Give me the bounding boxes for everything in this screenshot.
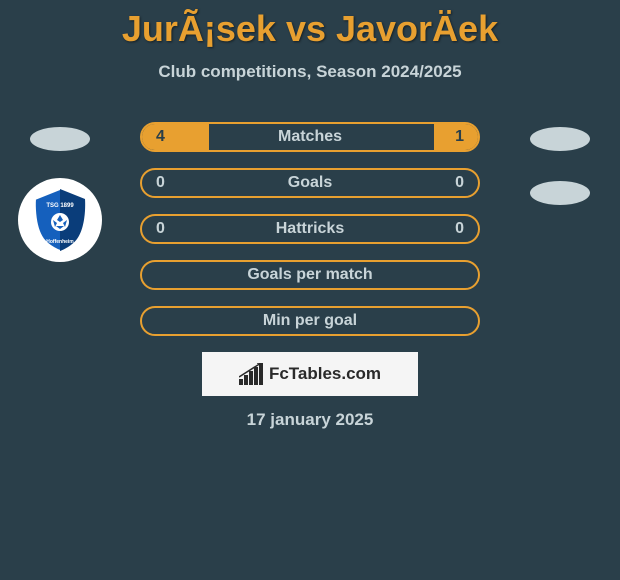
stat-label: Hattricks	[142, 220, 478, 238]
stat-row-matches: 4 1Matches	[140, 122, 480, 152]
page-subtitle: Club competitions, Season 2024/2025	[0, 62, 620, 82]
stat-label: Matches	[142, 128, 478, 146]
stat-value-right: 1	[455, 128, 464, 146]
svg-text:Hoffenheim: Hoffenheim	[46, 239, 74, 245]
bar-chart-icon	[239, 363, 263, 385]
stat-row-goals: 0 0Goals	[140, 168, 480, 198]
club-badge: TSG 1899 Hoffenheim	[18, 178, 102, 262]
stat-row-hattricks: 0 0Hattricks	[140, 214, 480, 244]
stat-row-goals-per-match: Goals per match	[140, 260, 480, 290]
player-logo-right-1	[530, 127, 590, 151]
stat-value-left: 0	[156, 220, 165, 238]
stat-value-left: 0	[156, 174, 165, 192]
stat-label: Goals	[142, 174, 478, 192]
player-logo-right-2	[530, 181, 590, 205]
stat-value-right: 0	[455, 220, 464, 238]
player-logo-left-1	[30, 127, 90, 151]
stat-value-right: 0	[455, 174, 464, 192]
stat-label: Min per goal	[142, 312, 478, 330]
svg-text:TSG 1899: TSG 1899	[46, 203, 74, 209]
stat-row-min-per-goal: Min per goal	[140, 306, 480, 336]
stat-label: Goals per match	[142, 266, 478, 284]
date-text: 17 january 2025	[0, 410, 620, 430]
page-title: JurÃ¡sek vs JavorÄek	[0, 0, 620, 50]
stats-bars: 41Matches00Goals00HattricksGoals per mat…	[140, 122, 480, 352]
brand-text: FcTables.com	[269, 364, 381, 384]
brand-box: FcTables.com	[202, 352, 418, 396]
hoffenheim-shield-icon: TSG 1899 Hoffenheim	[27, 187, 93, 253]
stat-value-left: 4	[156, 128, 165, 146]
